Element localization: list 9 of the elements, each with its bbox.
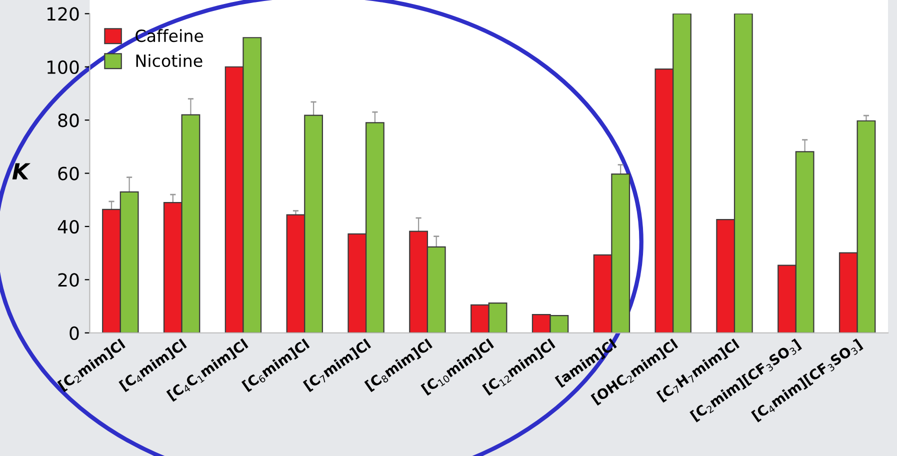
y-tick-label: 120 bbox=[48, 7, 79, 21]
legend-label: Nicotine bbox=[136, 54, 202, 68]
y-tick-label: 100 bbox=[48, 60, 79, 74]
y-tick-label: 0 bbox=[70, 326, 79, 340]
y-tick-label: 60 bbox=[58, 166, 79, 180]
y-tick-label: 40 bbox=[58, 220, 79, 234]
y-axis-title: K bbox=[12, 163, 30, 180]
y-tick-label: 80 bbox=[58, 114, 79, 128]
y-tick-label: 20 bbox=[58, 273, 79, 287]
